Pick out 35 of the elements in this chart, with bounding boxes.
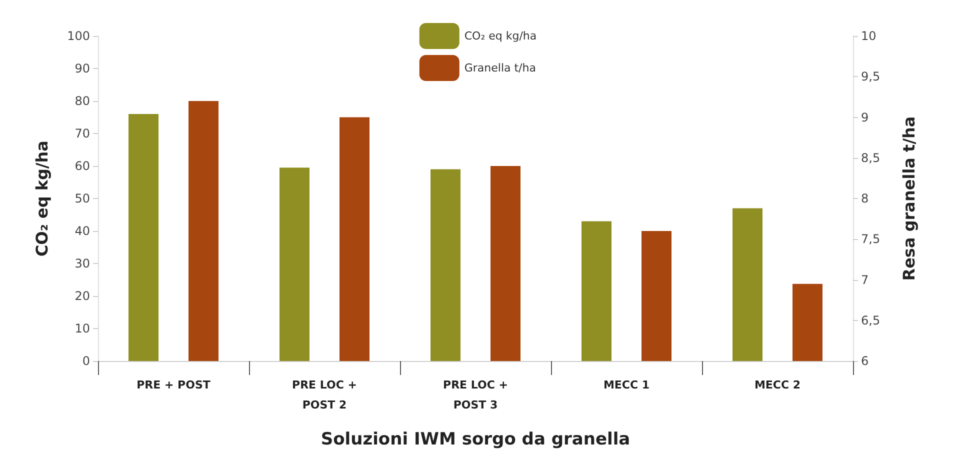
x-tick-label: PRE + POST <box>136 378 211 392</box>
y-tick-label: 60 <box>74 159 90 173</box>
bar <box>430 169 460 361</box>
x-axis-title: Soluzioni IWM sorgo da granella <box>320 430 630 450</box>
y-tick-label: 10 <box>74 322 90 336</box>
y-tick-label: 40 <box>74 224 90 238</box>
x-tick-label: MECC 2 <box>754 378 801 392</box>
bar <box>582 221 612 361</box>
y-tick-label: 90 <box>74 62 90 76</box>
y2-tick-label: 6,5 <box>861 313 880 328</box>
y2-tick-label: 7 <box>861 272 869 287</box>
legend-label: CO₂ eq kg/ha <box>464 30 537 42</box>
y2-axis-title: Resa granella t/ha <box>900 116 918 281</box>
y-tick-label: 70 <box>74 126 90 140</box>
bar <box>128 114 158 361</box>
y2-tick-label: 6 <box>861 354 869 368</box>
y-tick-label: 100 <box>67 29 90 43</box>
bar <box>280 168 310 361</box>
bar <box>732 208 762 361</box>
x-tick-label: PRE LOC + POST 2 <box>292 378 357 412</box>
x-tick-label: PRE LOC + POST 3 <box>443 378 508 412</box>
y-tick-label: 50 <box>74 192 90 206</box>
y2-tick-label: 9 <box>861 110 869 124</box>
y-axis-title: CO₂ eq kg/ha <box>32 140 52 256</box>
y-tick-label: 30 <box>74 256 90 270</box>
y-tick-label: 20 <box>74 289 90 303</box>
y2-tick-label: 7,5 <box>861 232 880 246</box>
legend-label: Granella t/ha <box>464 62 536 74</box>
y2-tick-label: 8 <box>861 192 869 206</box>
y2-tick-label: 8,5 <box>861 150 880 165</box>
y-tick-label: 80 <box>74 94 90 108</box>
y-tick-label: 0 <box>82 354 90 368</box>
y2-tick-label: 9,5 <box>861 70 880 84</box>
y2-tick-label: 10 <box>861 29 876 43</box>
x-tick-label: MECC 1 <box>603 378 650 392</box>
